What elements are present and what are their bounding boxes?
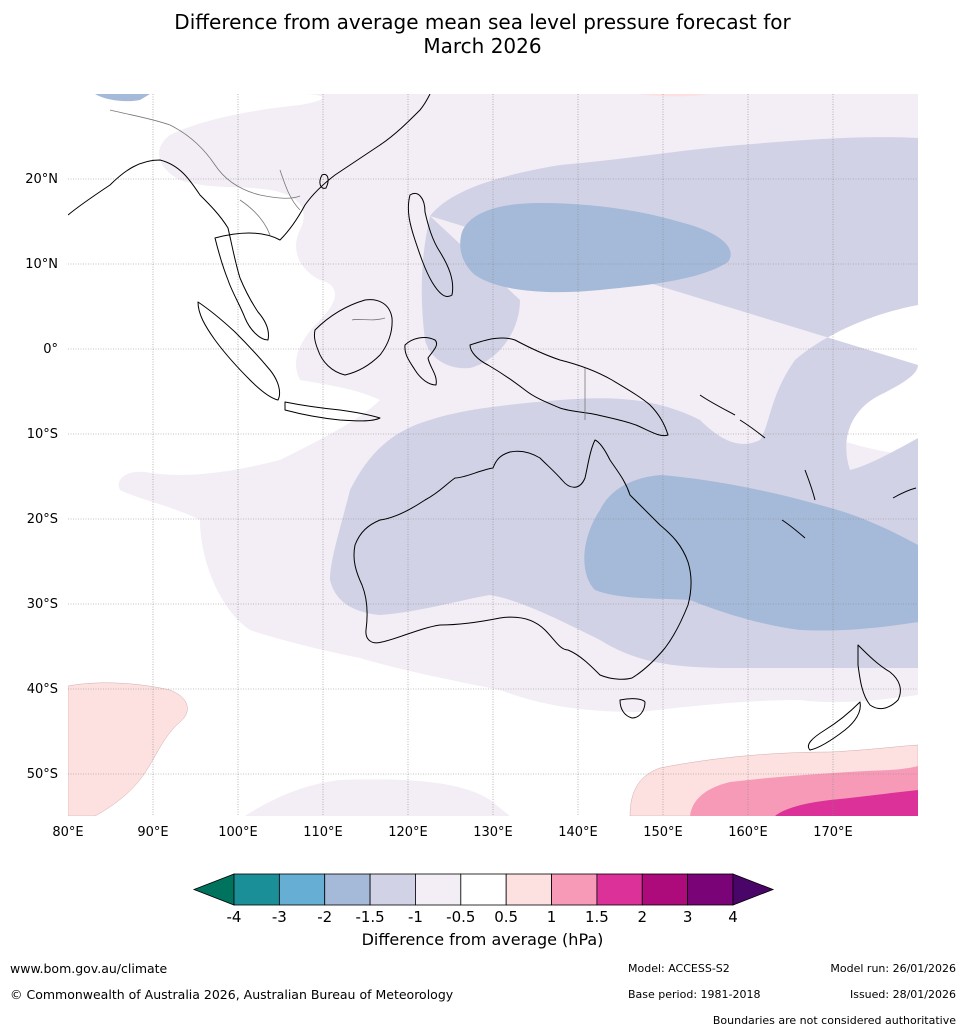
lat-label: 50°S [27, 767, 58, 782]
colorbar-tick-label: 1.5 [585, 908, 609, 926]
lon-label: 160°E [728, 825, 768, 840]
colorbar-tick-label: -0.5 [446, 908, 475, 926]
colorbar-tick-labels: -4 -3 -2 -1.5 -1 -0.5 0.5 1 1.5 2 3 4 [227, 908, 738, 926]
contour-plus-0-5-top [640, 94, 710, 97]
new-guinea-coast [469, 337, 669, 437]
contour-minus-1-5-australia [584, 475, 918, 631]
lon-label: 110°E [303, 825, 343, 840]
title-line-1: Difference from average mean sea level p… [174, 10, 791, 34]
contour-minus-0-5-south [245, 779, 510, 816]
colorbar-tick-label: 2 [637, 908, 647, 926]
lat-label: 40°S [27, 682, 58, 697]
borneo-coast [313, 299, 393, 376]
colorbar-tick-label: -1 [408, 908, 423, 926]
colorbar-boxes [233, 873, 734, 906]
lon-label: 80°E [52, 825, 83, 840]
new-zealand-north [857, 644, 901, 710]
map-panel [68, 94, 918, 816]
tasmania-coast [619, 698, 646, 719]
colorbar-tick-label: 3 [683, 908, 693, 926]
philippines-coast [407, 193, 454, 297]
sumatra-coast [197, 301, 281, 401]
colorbar-tick-label: -4 [227, 908, 242, 926]
lon-label: 100°E [218, 825, 258, 840]
colorbar-box [551, 873, 598, 906]
colorbar: -4 -3 -2 -1.5 -1 -0.5 0.5 1 1.5 2 3 4 [192, 873, 775, 926]
chart-title: Difference from average mean sea level p… [0, 10, 965, 58]
latitude-labels: 20°N 10°N 0° 10°S 20°S 30°S 40°S 50°S [25, 172, 58, 782]
colorbar-box [324, 873, 371, 906]
contour-plus-0-5-southwest [68, 682, 188, 816]
lon-label: 170°E [813, 825, 853, 840]
contour-minus-1-5-topleft [95, 94, 150, 102]
borders [109, 109, 586, 420]
issued-text: Issued: 28/01/2026 [849, 988, 956, 1001]
java-coast [284, 401, 381, 422]
lon-label: 150°E [643, 825, 683, 840]
contour-plus-1-5 [775, 790, 918, 816]
asia-mainland-coast [68, 94, 431, 341]
new-zealand-south [807, 701, 861, 751]
lat-label: 0° [43, 342, 58, 357]
colorbar-label: Difference from average (hPa) [361, 930, 604, 949]
colorbar-box [460, 873, 507, 906]
lat-label: 10°N [25, 257, 58, 272]
longitude-labels: 80°E 90°E 100°E 110°E 120°E 130°E 140°E … [52, 825, 852, 840]
colorbar-box [369, 873, 416, 906]
colorbar-tick-label: -1.5 [355, 908, 384, 926]
lat-label: 10°S [27, 427, 58, 442]
colorbar-box [415, 873, 462, 906]
colorbar-box [641, 873, 689, 906]
lat-label: 20°S [27, 512, 58, 527]
copyright-text: © Commonwealth of Australia 2026, Austra… [10, 987, 454, 1002]
website-link[interactable]: www.bom.gov.au/climate [10, 961, 168, 976]
colorbar-box [233, 873, 280, 906]
colorbar-tick-label: 0.5 [494, 908, 518, 926]
colorbar-tick-label: -2 [317, 908, 332, 926]
model-text: Model: ACCESS-S2 [628, 962, 730, 975]
solomon-islands [699, 394, 766, 439]
australia-coast [353, 439, 692, 680]
colorbar-box [278, 873, 326, 906]
disclaimer-text: Boundaries are not considered authoritat… [712, 1014, 956, 1027]
contour-minus-1-5-tasman [845, 585, 918, 624]
base-period-text: Base period: 1981-2018 [628, 988, 761, 1001]
lon-label: 120°E [388, 825, 428, 840]
vanuatu-fiji [804, 469, 917, 501]
lon-label: 130°E [473, 825, 513, 840]
colorbar-box [596, 873, 643, 906]
lat-label: 30°S [27, 597, 58, 612]
colorbar-box [505, 873, 552, 906]
coastlines [68, 94, 917, 751]
colorbar-tick-label: 4 [728, 908, 738, 926]
title-line-2: March 2026 [423, 34, 542, 58]
new-caledonia [781, 519, 806, 539]
colorbar-under-arrow [192, 873, 235, 906]
model-run-text: Model run: 26/01/2026 [830, 962, 956, 975]
contour-minus-1-north [421, 216, 520, 369]
taiwan-coast [319, 173, 329, 189]
colorbar-over-arrow [732, 873, 775, 906]
lon-label: 90°E [137, 825, 168, 840]
sulawesi-coast [404, 337, 438, 386]
lon-label: 140°E [558, 825, 598, 840]
colorbar-box [687, 873, 734, 906]
lat-label: 20°N [25, 172, 58, 187]
colorbar-tick-label: -3 [272, 908, 287, 926]
colorbar-tick-label: 1 [547, 908, 557, 926]
gridlines [68, 94, 918, 816]
